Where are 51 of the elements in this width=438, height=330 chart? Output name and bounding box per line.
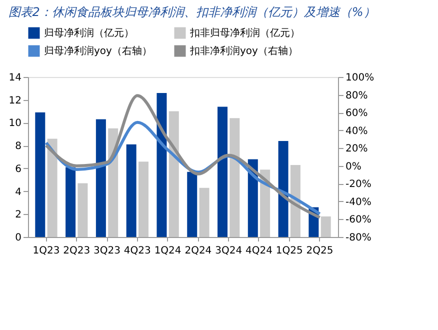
bar [47,138,58,237]
y2-tick-label: -60% [346,214,372,226]
x-tick-label: 2Q23 [63,246,90,256]
bar [218,106,228,237]
bar [108,128,118,237]
y2-tick-label: 100% [346,72,374,84]
bar [156,93,167,237]
x-tick-label: 1Q23 [32,246,60,256]
line-series [44,94,322,219]
bar [126,144,136,237]
y-tick-label: 6 [15,164,22,175]
x-tick-label: 4Q24 [245,246,272,256]
bar [78,183,88,237]
x-tick-label: 4Q23 [124,246,151,256]
bar [230,118,240,237]
chart-title: 图表2：休闲食品板块归母净利润、扣非净利润（亿元）及增速（%） [8,5,376,19]
y2-tick-label: 80% [346,90,368,102]
y-tick-label: 10 [8,118,22,130]
bar [278,141,288,237]
bar [138,162,148,237]
legend-label: 归母净利润（亿元） [44,27,134,39]
bar [199,188,210,237]
legend-label: 扣非归母净利润（亿元） [189,27,300,39]
x-tick-label: 2Q25 [306,246,334,256]
y2-tick-label: 20% [346,144,368,155]
bar [66,167,76,237]
x-tick-label: 3Q23 [94,246,121,256]
y-tick-label: 4 [15,186,22,198]
y2-tick-label: -20% [346,179,372,190]
legend-label: 扣非净利润yoy（右轴） [189,45,298,57]
y2-tick-label: 60% [346,108,368,120]
x-tick-label: 1Q25 [276,246,303,256]
y2-tick-label: -80% [346,232,372,244]
y-tick-label: 0 [15,232,22,244]
x-tick-label: 3Q24 [215,246,242,256]
bar [320,216,331,237]
y-tick-label: 12 [8,95,22,106]
y2-tick-label: 40% [346,126,368,137]
legend-label: 归母净利润yoy（右轴） [44,45,152,57]
y2-tick-label: 0% [346,161,362,172]
x-tick-label: 1Q24 [154,246,182,256]
bar [187,172,198,237]
y-tick-label: 2 [15,210,22,221]
y-tick-label: 14 [8,72,22,84]
y-tick-label: 8 [15,141,22,152]
x-tick-label: 2Q24 [184,246,212,256]
bar [168,111,179,237]
y2-tick-label: -40% [346,196,372,208]
bar [96,119,106,237]
bar [290,165,300,237]
bar [35,112,46,237]
